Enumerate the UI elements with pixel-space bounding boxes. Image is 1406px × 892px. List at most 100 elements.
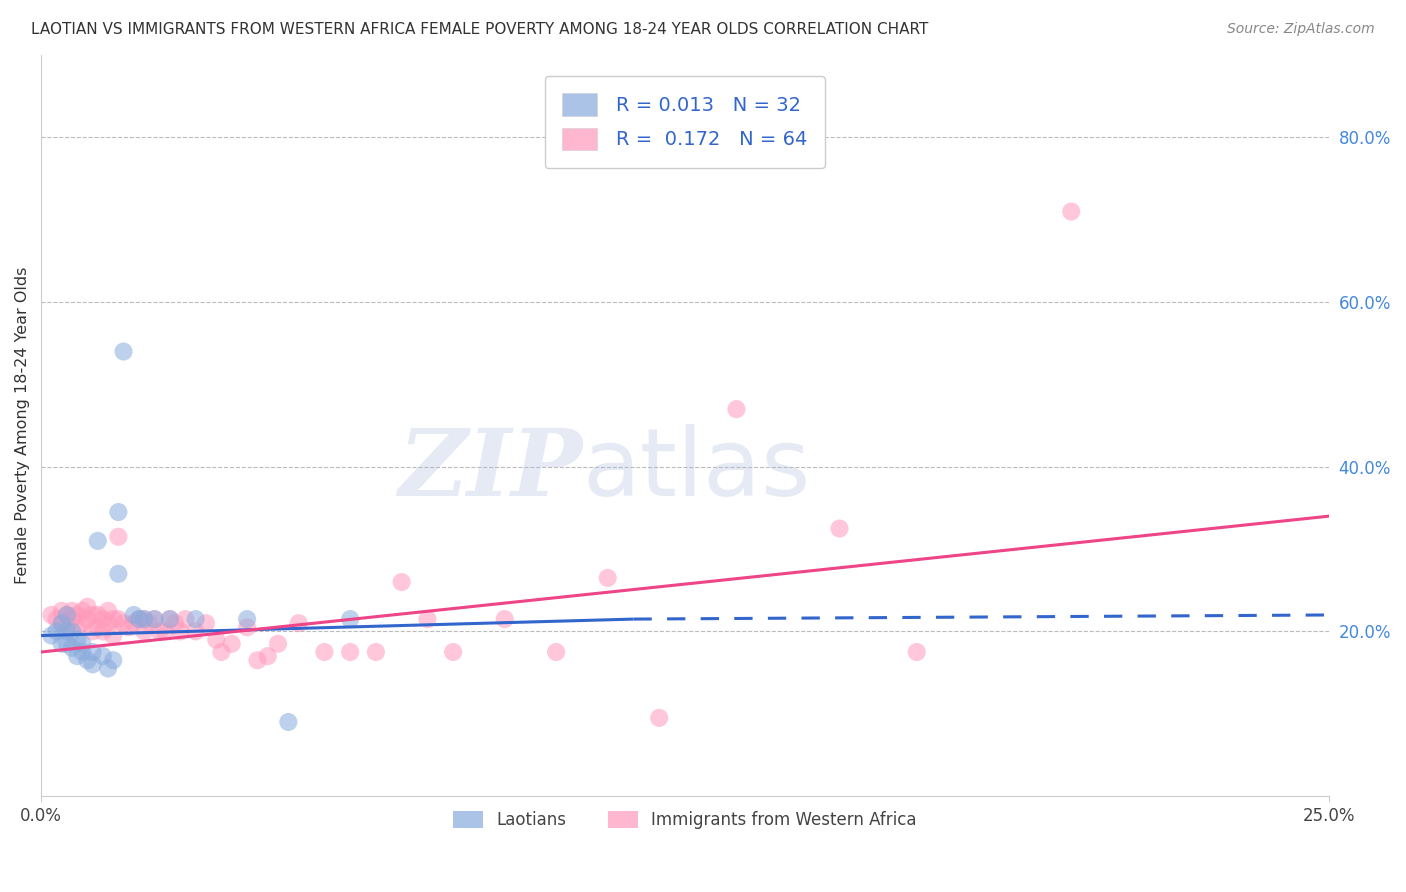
Point — [134, 612, 156, 626]
Point — [97, 616, 120, 631]
Point — [51, 616, 73, 631]
Point — [267, 637, 290, 651]
Point — [72, 637, 94, 651]
Point — [122, 616, 145, 631]
Point — [138, 616, 160, 631]
Point — [82, 607, 104, 622]
Text: Source: ZipAtlas.com: Source: ZipAtlas.com — [1227, 22, 1375, 37]
Point — [256, 649, 278, 664]
Point — [725, 402, 748, 417]
Point — [205, 632, 228, 647]
Point — [51, 637, 73, 651]
Point — [287, 616, 309, 631]
Point — [82, 624, 104, 639]
Point — [174, 612, 197, 626]
Point — [45, 624, 67, 639]
Point — [56, 637, 79, 651]
Text: LAOTIAN VS IMMIGRANTS FROM WESTERN AFRICA FEMALE POVERTY AMONG 18-24 YEAR OLDS C: LAOTIAN VS IMMIGRANTS FROM WESTERN AFRIC… — [31, 22, 928, 37]
Point — [87, 533, 110, 548]
Point — [72, 616, 94, 631]
Point — [143, 612, 166, 626]
Point — [76, 612, 98, 626]
Point — [277, 714, 299, 729]
Point — [103, 653, 125, 667]
Point — [60, 612, 83, 626]
Point — [107, 530, 129, 544]
Point — [339, 612, 361, 626]
Point — [546, 645, 568, 659]
Point — [72, 604, 94, 618]
Point — [60, 640, 83, 655]
Point — [134, 612, 156, 626]
Text: atlas: atlas — [582, 424, 810, 516]
Point — [494, 612, 516, 626]
Point — [128, 612, 150, 626]
Point — [416, 612, 439, 626]
Point — [122, 607, 145, 622]
Point — [236, 620, 259, 634]
Point — [648, 711, 671, 725]
Point — [209, 645, 232, 659]
Point — [103, 612, 125, 626]
Point — [51, 616, 73, 631]
Point — [107, 566, 129, 581]
Point — [163, 616, 186, 631]
Point — [76, 653, 98, 667]
Point — [91, 649, 114, 664]
Point — [314, 645, 336, 659]
Point — [134, 624, 156, 639]
Point — [56, 607, 79, 622]
Point — [97, 661, 120, 675]
Point — [72, 645, 94, 659]
Point — [60, 624, 83, 639]
Point — [82, 657, 104, 672]
Point — [169, 624, 191, 639]
Point — [56, 624, 79, 639]
Point — [153, 624, 176, 639]
Point — [45, 612, 67, 626]
Point — [56, 620, 79, 634]
Point — [66, 607, 89, 622]
Point — [339, 645, 361, 659]
Point — [828, 522, 851, 536]
Point — [246, 653, 269, 667]
Point — [221, 637, 243, 651]
Point — [118, 620, 141, 634]
Point — [66, 620, 89, 634]
Point — [103, 628, 125, 642]
Point — [441, 645, 464, 659]
Point — [76, 599, 98, 614]
Point — [56, 607, 79, 622]
Point — [391, 575, 413, 590]
Point — [97, 604, 120, 618]
Point — [87, 620, 110, 634]
Point — [66, 649, 89, 664]
Point — [112, 344, 135, 359]
Point — [87, 607, 110, 622]
Point — [159, 612, 181, 626]
Point — [128, 612, 150, 626]
Point — [236, 612, 259, 626]
Point — [1060, 204, 1083, 219]
Point — [107, 612, 129, 626]
Point — [60, 604, 83, 618]
Point — [905, 645, 928, 659]
Legend: Laotians, Immigrants from Western Africa: Laotians, Immigrants from Western Africa — [446, 805, 924, 836]
Point — [82, 645, 104, 659]
Point — [41, 628, 63, 642]
Point — [112, 616, 135, 631]
Point — [194, 616, 217, 631]
Y-axis label: Female Poverty Among 18-24 Year Olds: Female Poverty Among 18-24 Year Olds — [15, 267, 30, 584]
Point — [107, 505, 129, 519]
Point — [51, 604, 73, 618]
Point — [159, 612, 181, 626]
Point — [148, 624, 170, 639]
Point — [143, 612, 166, 626]
Point — [596, 571, 619, 585]
Point — [364, 645, 387, 659]
Point — [91, 612, 114, 626]
Point — [41, 607, 63, 622]
Point — [184, 624, 207, 639]
Point — [184, 612, 207, 626]
Point — [66, 632, 89, 647]
